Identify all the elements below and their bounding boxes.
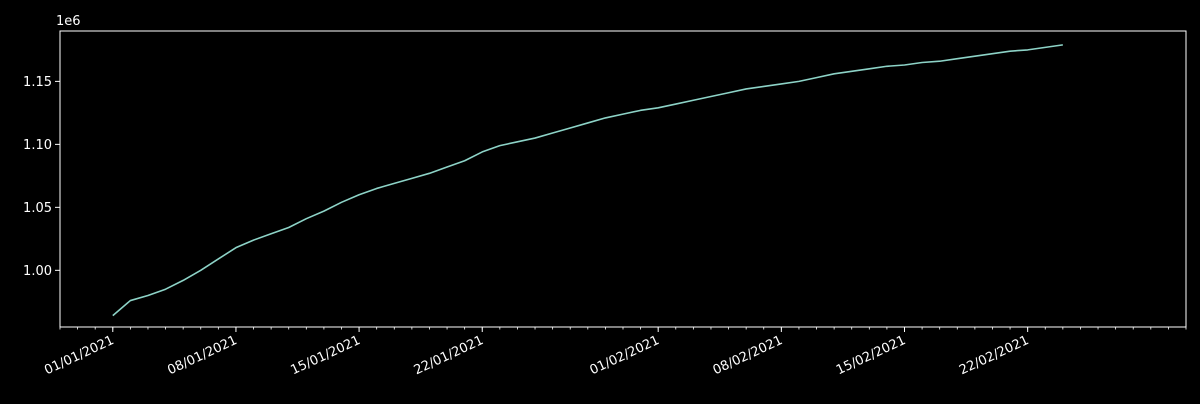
plot-frame bbox=[59, 30, 1187, 328]
y-tick-label: 1.05 bbox=[23, 201, 52, 216]
y-tick-label: 1.10 bbox=[23, 138, 52, 153]
y-tick-label: 1.15 bbox=[23, 75, 52, 90]
y-offset-label: 1e6 bbox=[56, 14, 81, 29]
y-axis: 1.00 1.05 1.10 1.15 bbox=[23, 75, 60, 279]
series-layer bbox=[112, 44, 1063, 317]
series-line bbox=[112, 44, 1063, 317]
y-tick-label: 1.00 bbox=[23, 264, 52, 279]
